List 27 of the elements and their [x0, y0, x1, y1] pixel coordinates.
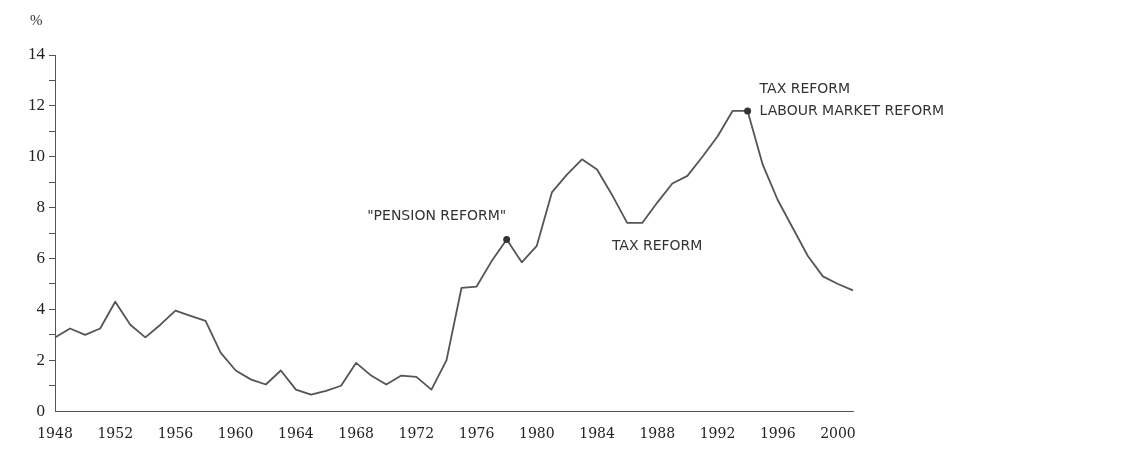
- y-tick-label: 14: [28, 44, 46, 64]
- x-tick-label: 1948: [37, 425, 73, 442]
- x-tick-label: 1996: [759, 425, 796, 442]
- annotation: LABOUR MARKET REFORM: [759, 101, 944, 118]
- x-tick-label: 1968: [338, 425, 374, 442]
- x-tick-label: 1992: [699, 425, 736, 442]
- x-tick-label: 1960: [217, 425, 254, 442]
- y-tick-label: 6: [36, 248, 45, 268]
- x-tick-label: 1976: [458, 425, 495, 442]
- x-tick-label: 1984: [579, 425, 615, 442]
- annotation: "PENSION REFORM": [367, 207, 507, 224]
- y-tick-label: 4: [36, 298, 46, 318]
- x-tick-label: 1952: [97, 425, 134, 442]
- x-tick-label: 1956: [157, 425, 194, 442]
- annotation: TAX REFORM: [758, 79, 851, 96]
- y-axis-title: %: [30, 12, 43, 28]
- x-tick-label: 1988: [639, 425, 676, 442]
- x-tick-label: 1980: [518, 425, 555, 442]
- x-tick-label: 1972: [398, 425, 435, 442]
- x-tick-label: 1964: [278, 425, 314, 442]
- y-tick-label: 2: [36, 349, 45, 369]
- y-tick-label: 0: [36, 400, 45, 420]
- annotation: TAX REFORM: [610, 236, 703, 253]
- y-tick-label: 12: [28, 95, 45, 115]
- x-tick-label: 2000: [820, 425, 856, 442]
- y-tick-label: 8: [36, 197, 45, 217]
- y-tick-label: 10: [28, 146, 45, 166]
